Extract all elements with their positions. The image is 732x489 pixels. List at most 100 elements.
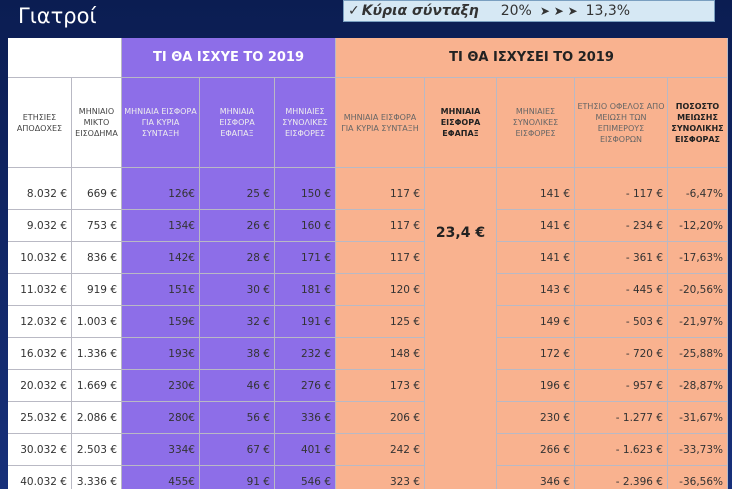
- data-cell: - 1.623 €: [575, 434, 668, 466]
- data-cell: 1.669 €: [72, 370, 122, 402]
- data-cell: - 445 €: [575, 274, 668, 306]
- data-cell: 28 €: [200, 242, 275, 274]
- data-cell: 142€: [122, 242, 200, 274]
- data-cell: -31,67%: [668, 402, 728, 434]
- data-cell: 159€: [122, 306, 200, 338]
- data-cell: 669 €: [72, 178, 122, 210]
- data-cell: 401 €: [275, 434, 336, 466]
- data-cell: 25 €: [200, 178, 275, 210]
- data-cell: 8.032 €: [8, 178, 72, 210]
- data-cell: 753 €: [72, 210, 122, 242]
- data-cell: 30.032 €: [8, 434, 72, 466]
- group-header: ΤΙ ΘΑ ΙΣΧΥΣΕΙ ΤΟ 2019: [336, 38, 728, 78]
- data-cell: -21,97%: [668, 306, 728, 338]
- data-cell: 2.086 €: [72, 402, 122, 434]
- data-cell: 160 €: [275, 210, 336, 242]
- data-cell: 125 €: [336, 306, 425, 338]
- title: Γιατροί: [18, 4, 97, 28]
- data-cell: 46 €: [200, 370, 275, 402]
- data-cell: 336 €: [275, 402, 336, 434]
- data-cell: 141 €: [497, 242, 575, 274]
- spacer: [668, 168, 728, 178]
- data-cell: 3.336 €: [72, 466, 122, 489]
- data-cell: 191 €: [275, 306, 336, 338]
- data-cell: 26 €: [200, 210, 275, 242]
- data-cell: 20.032 €: [8, 370, 72, 402]
- merged-cell: 23,4 €: [425, 178, 497, 489]
- data-cell: -28,87%: [668, 370, 728, 402]
- arrow-icons: ➤ ➤ ➤: [539, 4, 578, 18]
- data-cell: 67 €: [200, 434, 275, 466]
- data-cell: 30 €: [200, 274, 275, 306]
- column-header: ΕΤΗΣΙΕΣ ΑΠΟΔΟΧΕΣ: [8, 78, 72, 168]
- column-header: ΠΟΣΟΣΤΟ ΜΕΙΩΣΗΣ ΣΥΝΟΛΙΚΗΣ ΕΙΣΦΟΡΑΣ: [668, 78, 728, 168]
- spacer: [8, 168, 72, 178]
- data-cell: 919 €: [72, 274, 122, 306]
- data-cell: - 720 €: [575, 338, 668, 370]
- spacer: [575, 168, 668, 178]
- spacer: [336, 168, 425, 178]
- data-cell: 126€: [122, 178, 200, 210]
- data-cell: -12,20%: [668, 210, 728, 242]
- data-cell: -36,56%: [668, 466, 728, 489]
- data-cell: 25.032 €: [8, 402, 72, 434]
- data-cell: 196 €: [497, 370, 575, 402]
- data-cell: 206 €: [336, 402, 425, 434]
- column-header: ΜΗΝΙΑΙΑ ΕΙΣΦΟΡΑ ΓΙΑ ΚΥΡΙΑ ΣΥΝΤΑΞΗ: [122, 78, 200, 168]
- column-header: ΜΗΝΙΑΙΑ ΕΙΣΦΟΡΑ ΕΦΑΠΑΞ: [425, 78, 497, 168]
- data-cell: 117 €: [336, 242, 425, 274]
- column-header: ΜΗΝΙΑΙΕΣ ΣΥΝΟΛΙΚΕΣ ΕΙΣΦΟΡΕΣ: [497, 78, 575, 168]
- data-cell: 38 €: [200, 338, 275, 370]
- spacer: [122, 168, 200, 178]
- data-cell: 455€: [122, 466, 200, 489]
- spacer: [200, 168, 275, 178]
- data-cell: 16.032 €: [8, 338, 72, 370]
- column-header: ΜΗΝΙΑΙΑ ΕΙΣΦΟΡΑ ΓΙΑ ΚΥΡΙΑ ΣΥΝΤΑΞΗ: [336, 78, 425, 168]
- data-cell: 149 €: [497, 306, 575, 338]
- data-cell: 242 €: [336, 434, 425, 466]
- data-cell: 12.032 €: [8, 306, 72, 338]
- data-cell: 230 €: [497, 402, 575, 434]
- data-cell: 181 €: [275, 274, 336, 306]
- column-header: ΕΤΗΣΙΟ ΟΦΕΛΟΣ ΑΠΟ ΜΕΙΩΣΗ ΤΩΝ ΕΠΙΜΕΡΟΥΣ Ε…: [575, 78, 668, 168]
- data-cell: 173 €: [336, 370, 425, 402]
- data-cell: -17,63%: [668, 242, 728, 274]
- badge-to: 13,3%: [585, 3, 631, 19]
- data-cell: 134€: [122, 210, 200, 242]
- table: ΤΙ ΘΑ ΙΣΧΥΕ ΤΟ 2019 ΤΙ ΘΑ ΙΣΧΥΣΕΙ ΤΟ 2019…: [8, 38, 728, 489]
- data-cell: 836 €: [72, 242, 122, 274]
- badge: ✓ Κύρια σύνταξη 20% ➤ ➤ ➤ 13,3%: [343, 0, 715, 22]
- data-cell: 232 €: [275, 338, 336, 370]
- data-cell: 11.032 €: [8, 274, 72, 306]
- data-cell: 148 €: [336, 338, 425, 370]
- data-cell: 1.003 €: [72, 306, 122, 338]
- data-cell: 56 €: [200, 402, 275, 434]
- data-cell: -20,56%: [668, 274, 728, 306]
- data-cell: - 1.277 €: [575, 402, 668, 434]
- badge-label: Κύρια σύνταξη: [361, 3, 479, 19]
- column-header: ΜΗΝΙΑΙΑ ΕΙΣΦΟΡΑ ΕΦΑΠΑΞ: [200, 78, 275, 168]
- spacer: [275, 168, 336, 178]
- data-cell: 141 €: [497, 178, 575, 210]
- column-header: ΜΗΝΙΑΙΕΣ ΣΥΝΟΛΙΚΕΣ ΕΙΣΦΟΡΕΣ: [275, 78, 336, 168]
- data-cell: 546 €: [275, 466, 336, 489]
- data-cell: -33,73%: [668, 434, 728, 466]
- data-cell: -6,47%: [668, 178, 728, 210]
- data-cell: 266 €: [497, 434, 575, 466]
- data-cell: 171 €: [275, 242, 336, 274]
- data-cell: 91 €: [200, 466, 275, 489]
- data-cell: 151€: [122, 274, 200, 306]
- data-cell: 141 €: [497, 210, 575, 242]
- data-cell: 1.336 €: [72, 338, 122, 370]
- data-cell: 193€: [122, 338, 200, 370]
- blank-header: [8, 38, 122, 78]
- data-cell: 230€: [122, 370, 200, 402]
- data-cell: 117 €: [336, 178, 425, 210]
- data-cell: 280€: [122, 402, 200, 434]
- data-cell: 143 €: [497, 274, 575, 306]
- data-cell: - 2.396 €: [575, 466, 668, 489]
- data-cell: 120 €: [336, 274, 425, 306]
- data-cell: - 957 €: [575, 370, 668, 402]
- data-cell: 334€: [122, 434, 200, 466]
